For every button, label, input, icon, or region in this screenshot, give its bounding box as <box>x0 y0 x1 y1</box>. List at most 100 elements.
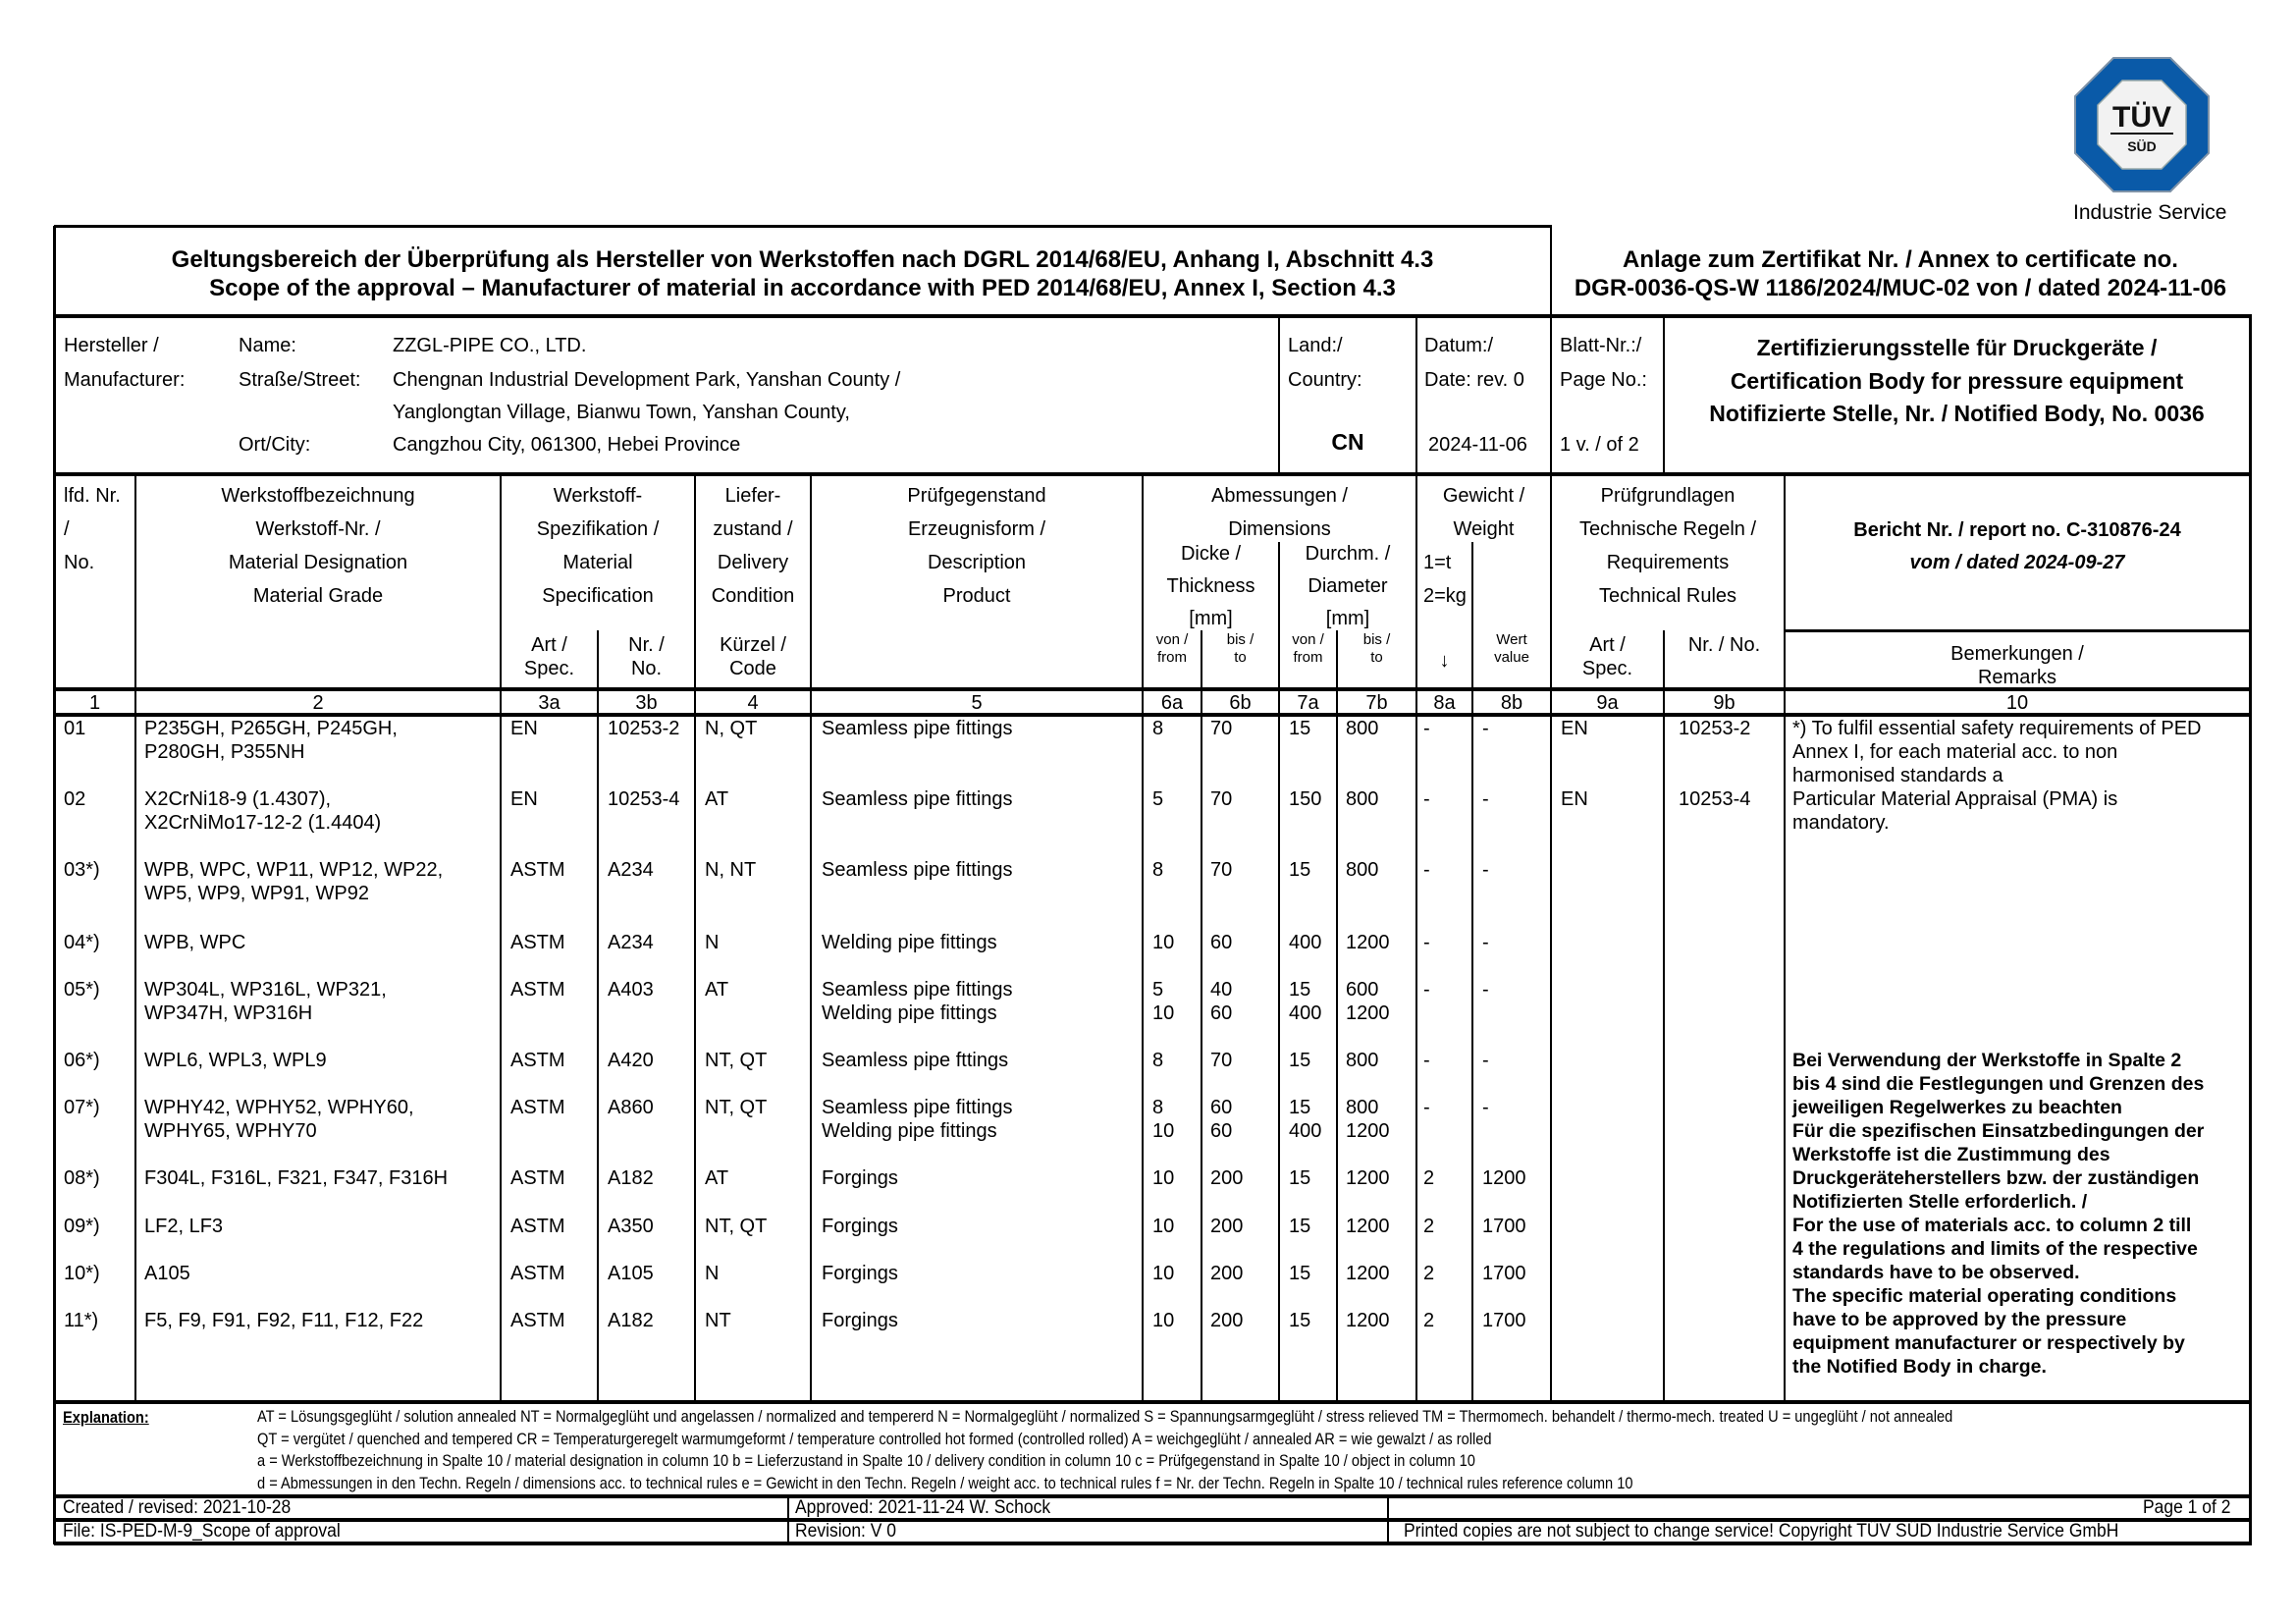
rule-line <box>1278 542 1280 1402</box>
cell-t-from: 10 <box>1152 1310 1175 1331</box>
cell-product: Forgings <box>822 1263 898 1284</box>
column-number: 10 <box>2005 692 2029 714</box>
remark-pma-note: *) To fulfil essential safety requiremen… <box>1792 718 2202 834</box>
cell-t-to: 70 <box>1210 788 1233 810</box>
cell-w-unit: - <box>1423 788 1430 810</box>
cell-product: Seamless pipe fittings <box>822 788 1013 810</box>
cell-w-unit: 2 <box>1423 1263 1435 1284</box>
cell-delivery: AT <box>705 788 729 810</box>
header-material-designation: Material Designation <box>228 552 408 573</box>
header-weight-unit: 2=kg <box>1423 585 1467 607</box>
header-thickness: Dicke / <box>1180 543 1242 565</box>
column-number: 9a <box>1596 692 1619 714</box>
cell-d-from: 150 <box>1289 788 1322 810</box>
explanation-line: AT = Lösungsgeglüht / solution annealed … <box>257 1407 1953 1426</box>
header-from: von / <box>1292 631 1324 648</box>
cell-delivery: NT, QT <box>705 1050 768 1071</box>
cell-material: X2CrNi18-9 (1.4307), X2CrNiMo17-12-2 (1.… <box>144 788 382 834</box>
cell-t-from: 10 <box>1152 1216 1175 1237</box>
cell-d-from: 15 <box>1289 1167 1311 1189</box>
cell-delivery: N <box>705 1263 720 1284</box>
cell-d-from: 400 <box>1289 932 1322 953</box>
cell-req-no: 10253-2 <box>1679 718 1751 739</box>
cell-spec: EN <box>510 718 538 739</box>
rule-line <box>54 1494 2252 1498</box>
cell-d-from: 15 400 <box>1289 979 1322 1024</box>
rule-line <box>694 474 696 1402</box>
explanation-label: Explanation: <box>63 1408 149 1427</box>
cell-t-from: 10 <box>1152 1167 1175 1189</box>
cell-no: 08*) <box>64 1167 100 1189</box>
header-weight-value: value <box>1494 649 1529 666</box>
manufacturer-label-en: Manufacturer: <box>64 369 186 391</box>
cell-d-from: 15 <box>1289 1216 1311 1237</box>
header-req-spec: Spec. <box>1581 658 1633 679</box>
header-product: Description <box>927 552 1027 573</box>
header-spec-type: Art / <box>531 634 567 656</box>
street-line-2: Yanglongtan Village, Bianwu Town, Yansha… <box>393 402 850 423</box>
header-from: von / <box>1155 631 1189 648</box>
rule-line <box>1201 630 1202 1402</box>
cell-spec-no: A105 <box>608 1263 654 1284</box>
country-label: Land:/ <box>1288 335 1343 356</box>
cell-no: 09*) <box>64 1216 100 1237</box>
cell-t-from: 8 <box>1152 1050 1164 1071</box>
rule-line <box>54 1542 2252 1545</box>
rule-line <box>1336 630 1338 1402</box>
cell-delivery: NT <box>705 1310 731 1331</box>
cell-d-to: 1200 <box>1346 1216 1390 1237</box>
cell-product: Seamless pipe fittings Welding pipe fitt… <box>822 1097 1013 1142</box>
column-number: 2 <box>312 692 324 714</box>
column-number: 9b <box>1713 692 1735 714</box>
date-label-en: Date: rev. 0 <box>1424 369 1524 391</box>
header-product: Product <box>942 585 1011 607</box>
manufacturer-label: Hersteller / <box>64 335 159 356</box>
cell-spec: ASTM <box>510 979 565 1001</box>
page-value: 1 v. / of 2 <box>1560 434 1639 456</box>
column-number: 8b <box>1500 692 1523 714</box>
cell-no: 05*) <box>64 979 100 1001</box>
cell-material: F5, F9, F91, F92, F11, F12, F22 <box>144 1310 424 1331</box>
cell-spec: ASTM <box>510 1263 565 1284</box>
cell-spec-no: A234 <box>608 859 654 881</box>
title-en: Scope of the approval – Manufacturer of … <box>209 275 1396 301</box>
rule-line <box>1471 630 1473 1402</box>
cell-w-value: 1200 <box>1482 1167 1526 1189</box>
cell-t-to: 60 <box>1210 932 1233 953</box>
cell-product: Forgings <box>822 1167 898 1189</box>
cell-delivery: NT, QT <box>705 1216 768 1237</box>
rule-line <box>54 687 2252 691</box>
cell-no: 11*) <box>64 1310 99 1331</box>
cell-material: P235GH, P265GH, P245GH, P280GH, P355NH <box>144 718 398 763</box>
cert-body-de: Zertifizierungsstelle für Druckgeräte / <box>1756 335 2158 360</box>
cell-spec-no: A420 <box>608 1050 654 1071</box>
cell-no: 01 <box>64 718 86 739</box>
cell-t-to: 200 <box>1210 1216 1244 1237</box>
cell-w-value: - <box>1482 979 1489 1001</box>
cell-spec: EN <box>510 788 538 810</box>
cell-t-from: 8 <box>1152 718 1164 739</box>
header-diameter: [mm] <box>1325 608 1370 629</box>
cell-product: Seamless pipe fittings Welding pipe fitt… <box>822 979 1013 1024</box>
cell-spec-no: A182 <box>608 1167 654 1189</box>
rule-line <box>54 314 2252 318</box>
cell-w-value: - <box>1482 932 1489 953</box>
cell-material: F304L, F316L, F321, F347, F316H <box>144 1167 449 1189</box>
title-de: Geltungsbereich der Überprüfung als Hers… <box>171 246 1434 273</box>
annex-title: Anlage zum Zertifikat Nr. / Annex to cer… <box>1623 246 2178 273</box>
cell-w-value: - <box>1482 718 1489 739</box>
cell-t-from: 5 <box>1152 788 1164 810</box>
column-number: 7a <box>1297 692 1319 714</box>
header-req-spec: Art / <box>1589 634 1626 656</box>
cell-product: Welding pipe fittings <box>822 932 997 953</box>
cell-no: 03*) <box>64 859 100 881</box>
cell-material: WPHY42, WPHY52, WPHY60, WPHY65, WPHY70 <box>144 1097 414 1142</box>
column-number: 5 <box>971 692 983 714</box>
cell-d-from: 15 <box>1289 859 1311 881</box>
cell-w-value: - <box>1482 859 1489 881</box>
cell-delivery: N, QT <box>705 718 758 739</box>
rule-line <box>54 713 2252 717</box>
city: Cangzhou City, 061300, Hebei Province <box>393 434 741 456</box>
date-value: 2024-11-06 <box>1428 434 1527 456</box>
cell-d-to: 800 <box>1346 718 1379 739</box>
